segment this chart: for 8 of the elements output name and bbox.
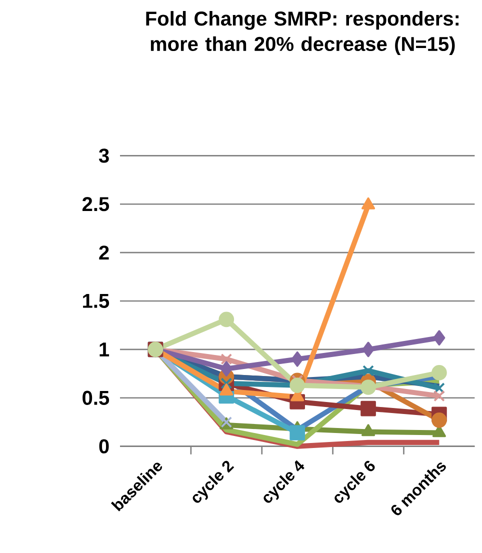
y-tick-label: 0 (99, 439, 109, 454)
y-tick-label: 1 (100, 342, 110, 356)
y-tick-label: 3 (98, 148, 109, 163)
y-tick-label: 0.5 (82, 390, 110, 405)
y-tick-label: 2 (99, 246, 109, 260)
y-tick-label: 1.5 (83, 294, 110, 308)
chart-title: Fold Change SMRP: responders: more than 20% decrease (N=15) (146, 11, 459, 56)
y-tick-label: 2.5 (82, 197, 110, 212)
